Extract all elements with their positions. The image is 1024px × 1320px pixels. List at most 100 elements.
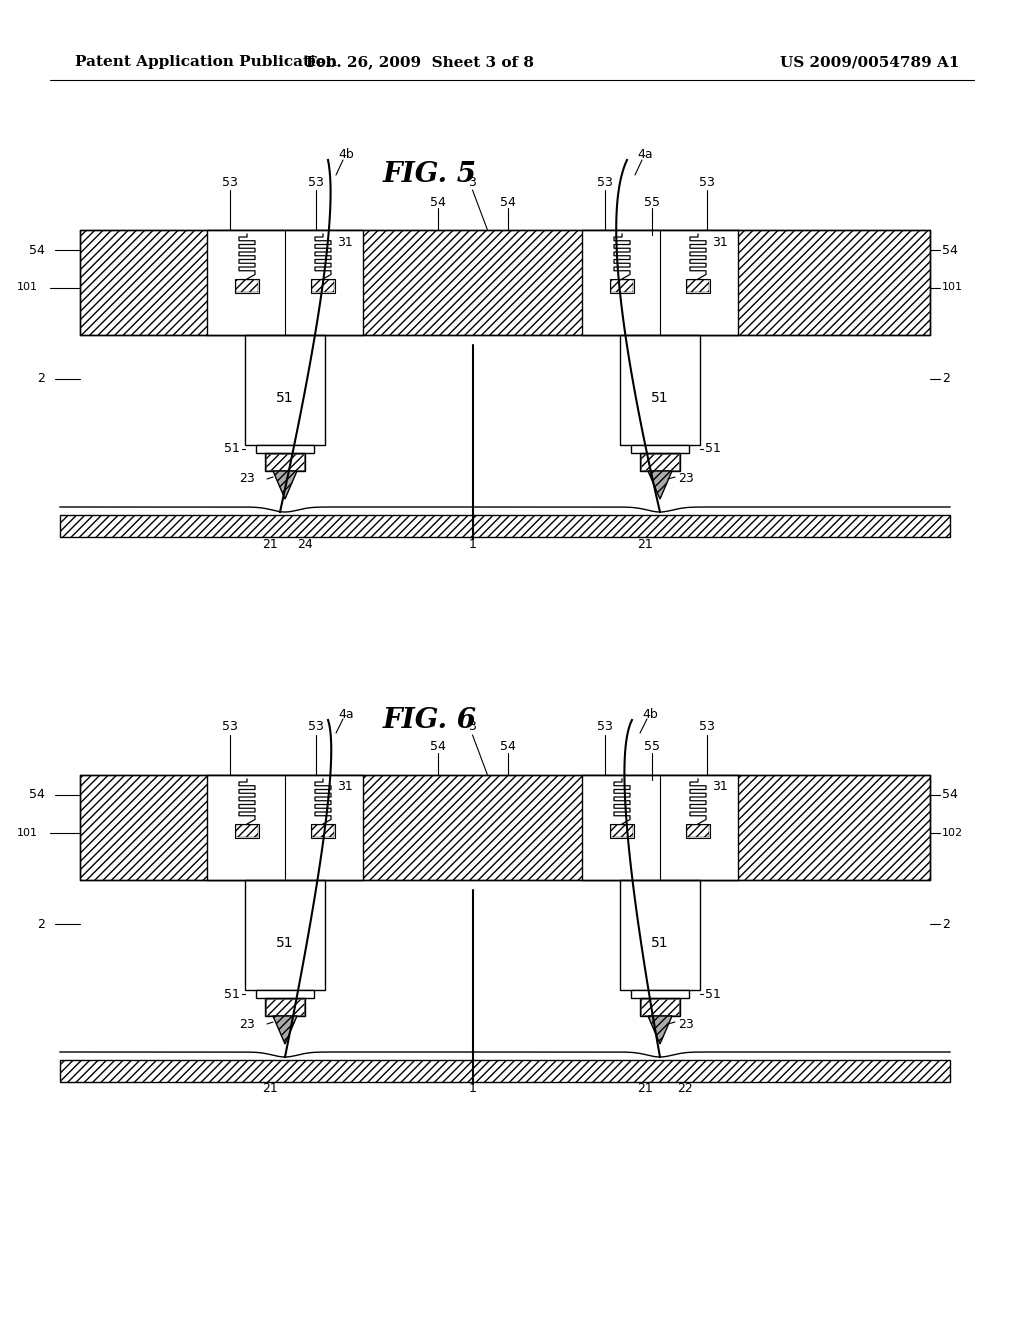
- Text: 24: 24: [297, 537, 313, 550]
- Text: 22: 22: [677, 1082, 693, 1096]
- Text: 2: 2: [37, 372, 45, 385]
- Text: 101: 101: [17, 282, 38, 293]
- Text: 53: 53: [597, 721, 613, 734]
- Text: 54: 54: [429, 741, 445, 754]
- Text: 4a: 4a: [338, 709, 354, 722]
- Text: 4b: 4b: [642, 709, 657, 722]
- Bar: [80, 230, 930, 335]
- Bar: [80, 775, 930, 880]
- Bar: [687, 280, 709, 292]
- Text: 23: 23: [678, 473, 693, 486]
- Bar: [266, 999, 304, 1015]
- Text: 53: 53: [597, 176, 613, 189]
- Text: 21: 21: [262, 1082, 278, 1096]
- Text: 23: 23: [240, 473, 255, 486]
- Text: 53: 53: [698, 721, 715, 734]
- Text: 51: 51: [705, 987, 721, 1001]
- Bar: [256, 990, 314, 998]
- Bar: [311, 824, 335, 838]
- Text: 54: 54: [500, 195, 515, 209]
- Bar: [611, 825, 633, 837]
- Text: 1: 1: [469, 1082, 476, 1096]
- Text: 2: 2: [942, 372, 950, 385]
- Bar: [266, 454, 304, 470]
- Text: 54: 54: [29, 243, 45, 256]
- Text: 101: 101: [17, 828, 38, 837]
- Bar: [611, 280, 633, 292]
- Text: 3: 3: [469, 721, 476, 734]
- Text: 21: 21: [637, 537, 653, 550]
- Text: 51: 51: [276, 391, 294, 405]
- Text: 4b: 4b: [338, 149, 354, 161]
- Text: 31: 31: [337, 235, 352, 248]
- Bar: [234, 824, 259, 838]
- Bar: [312, 280, 334, 292]
- Text: 53: 53: [698, 176, 715, 189]
- Text: Patent Application Publication: Patent Application Publication: [75, 55, 337, 69]
- Text: 54: 54: [29, 788, 45, 801]
- Text: 4a: 4a: [637, 149, 653, 161]
- Text: 54: 54: [429, 195, 445, 209]
- Bar: [610, 279, 634, 293]
- Text: 1: 1: [469, 537, 476, 550]
- Text: 21: 21: [262, 537, 278, 550]
- Bar: [60, 515, 950, 537]
- Bar: [641, 454, 679, 470]
- Text: 51: 51: [651, 391, 669, 405]
- Text: 3: 3: [469, 176, 476, 189]
- Bar: [686, 824, 710, 838]
- Text: 31: 31: [712, 235, 728, 248]
- Text: 54: 54: [942, 243, 957, 256]
- Bar: [582, 775, 738, 880]
- Bar: [620, 880, 700, 990]
- Bar: [582, 230, 738, 335]
- Bar: [311, 279, 335, 293]
- Bar: [256, 445, 314, 453]
- Text: 55: 55: [644, 741, 660, 754]
- Text: 21: 21: [637, 1082, 653, 1096]
- Bar: [640, 453, 680, 471]
- Text: Feb. 26, 2009  Sheet 3 of 8: Feb. 26, 2009 Sheet 3 of 8: [306, 55, 534, 69]
- Bar: [641, 999, 679, 1015]
- Text: 51: 51: [224, 442, 240, 455]
- Text: 102: 102: [942, 828, 964, 837]
- Text: 53: 53: [222, 721, 239, 734]
- Text: 51: 51: [651, 936, 669, 950]
- Bar: [631, 445, 689, 453]
- Text: 23: 23: [240, 1018, 255, 1031]
- Text: 101: 101: [942, 282, 963, 293]
- Text: 2: 2: [942, 917, 950, 931]
- Bar: [312, 825, 334, 837]
- Bar: [265, 998, 305, 1016]
- Polygon shape: [648, 471, 672, 499]
- Text: 55: 55: [644, 195, 660, 209]
- Text: 2: 2: [37, 917, 45, 931]
- Text: 54: 54: [500, 741, 515, 754]
- Text: US 2009/0054789 A1: US 2009/0054789 A1: [780, 55, 959, 69]
- Text: 53: 53: [308, 721, 325, 734]
- Bar: [60, 1060, 950, 1082]
- Bar: [234, 279, 259, 293]
- Text: 53: 53: [308, 176, 325, 189]
- Bar: [610, 824, 634, 838]
- Bar: [236, 280, 258, 292]
- Text: 51: 51: [224, 987, 240, 1001]
- Bar: [686, 279, 710, 293]
- Bar: [620, 335, 700, 445]
- Text: 53: 53: [222, 176, 239, 189]
- Bar: [245, 335, 325, 445]
- Text: 51: 51: [276, 936, 294, 950]
- Text: 31: 31: [712, 780, 728, 793]
- Text: 54: 54: [942, 788, 957, 801]
- Bar: [236, 825, 258, 837]
- Text: 31: 31: [337, 780, 352, 793]
- Text: 51: 51: [705, 442, 721, 455]
- Bar: [631, 990, 689, 998]
- Text: FIG. 5: FIG. 5: [383, 161, 477, 189]
- Text: 23: 23: [678, 1018, 693, 1031]
- Bar: [245, 880, 325, 990]
- Polygon shape: [648, 1016, 672, 1044]
- Bar: [207, 775, 362, 880]
- Bar: [265, 453, 305, 471]
- Bar: [640, 998, 680, 1016]
